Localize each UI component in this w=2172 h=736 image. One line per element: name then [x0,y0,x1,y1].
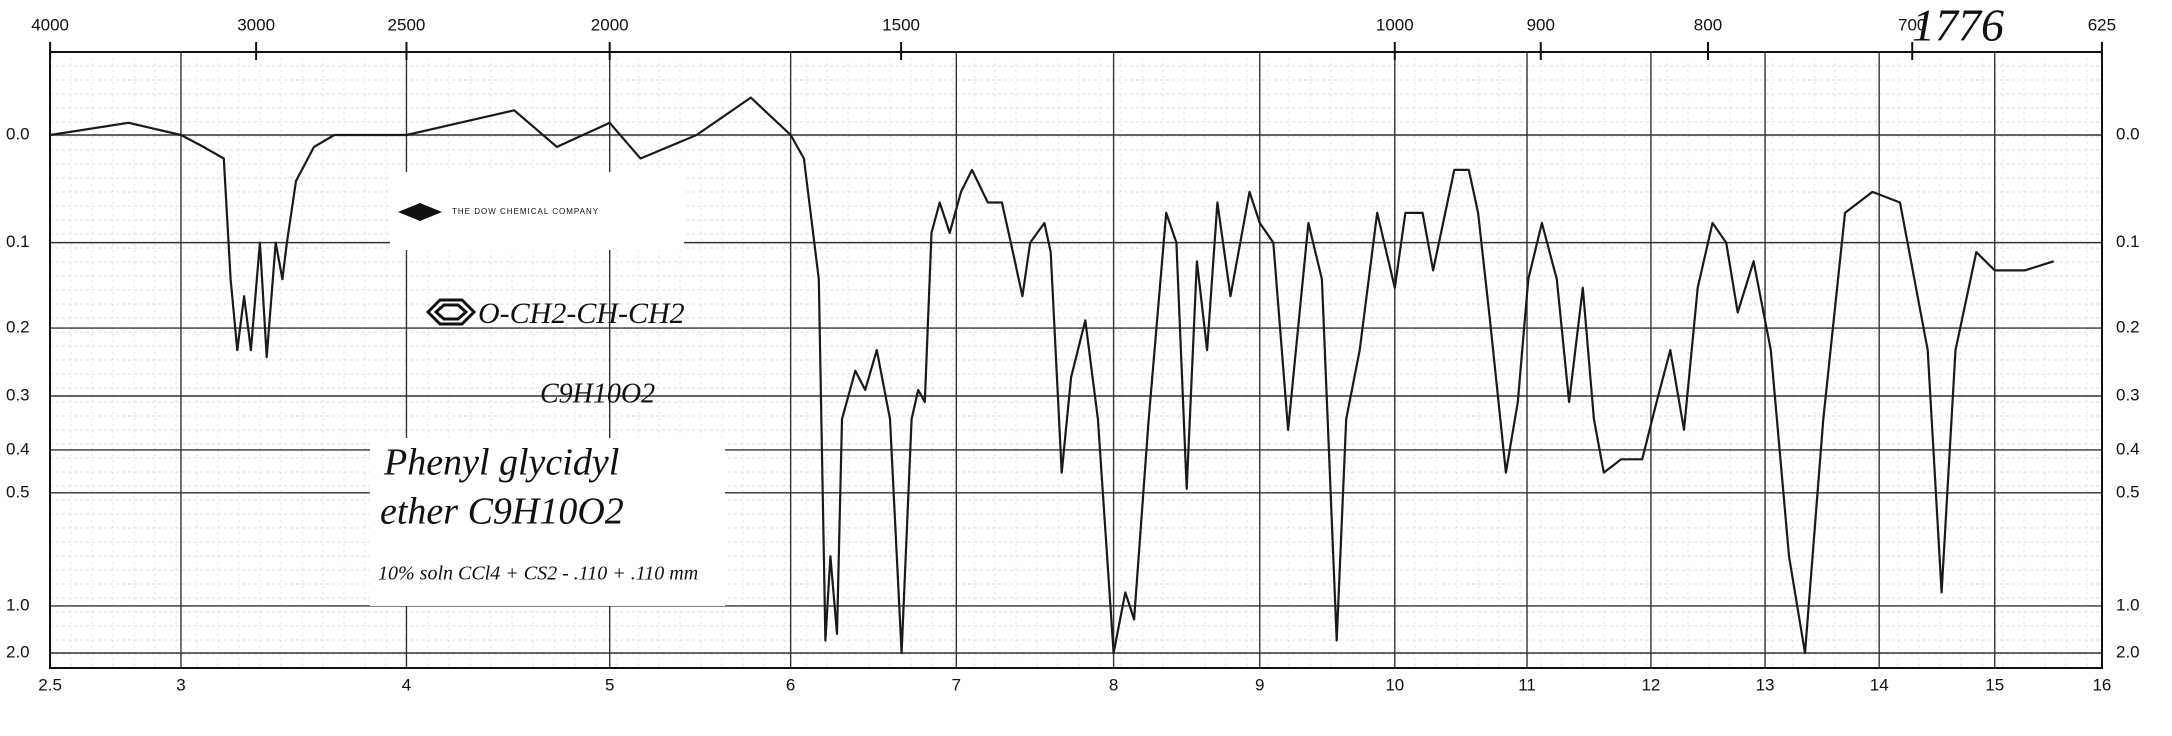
y-tick-label: 0.3 [6,385,30,404]
compound-name: ether C9H10O2 [380,491,624,533]
structure-formula: O-CH2-CH-CH2 [478,297,685,330]
x-tick-label: 9 [1255,675,1264,694]
benzene-ring [425,298,477,326]
formula-small: C9H10O2 [540,378,655,409]
y-tick-label: 2.0 [2116,642,2140,661]
y-tick-label: 1.0 [2116,595,2140,614]
y-tick-label: 2.0 [6,642,30,661]
y-tick-label: 0.2 [6,318,30,337]
y-tick-label: 0.2 [2116,318,2140,337]
x-tick-label: 2.5 [38,675,62,694]
marks [49,96,2055,655]
x-tick-label: 11 [1518,675,1536,694]
x2-tick-label: 2000 [591,15,629,34]
y-tick-label: 0.4 [6,439,30,458]
y-tick-label: 0.3 [2116,385,2140,404]
x-tick-label: 16 [2092,675,2111,694]
x-tick-label: 14 [1870,675,1889,694]
x-tick-label: 10 [1385,675,1404,694]
x-tick-label: 15 [1985,675,2004,694]
x-tick-label: 6 [786,675,795,694]
x2-tick-label: 800 [1694,15,1722,34]
y-tick-label: 1.0 [6,595,30,614]
x2-tick-label: 1500 [882,15,920,34]
spectrum-line [49,96,2055,655]
plot-frame [49,51,2103,669]
x2-tick-label: 700 [1898,15,1926,34]
x2-tick-label: 4000 [31,15,69,34]
compound-box [370,438,725,606]
x2-tick-label: 3000 [237,15,275,34]
x2-tick-label: 625 [2088,15,2116,34]
x-tick-label: 7 [952,675,961,694]
y-tick-label: 0.0 [6,124,30,143]
y-tick-label: 0.5 [6,482,30,501]
x-tick-label: 12 [1641,675,1660,694]
x2-tick-label: 1000 [1376,15,1414,34]
y-tick-label: 0.1 [6,232,30,251]
y-tick-label: 0.4 [2116,439,2140,458]
catalog-number: 1776 [1912,0,2004,51]
company-logo [398,203,442,221]
x-tick-label: 8 [1109,675,1118,694]
compound-name: Phenyl glycidyl [383,442,619,484]
company-name: THE DOW CHEMICAL COMPANY [452,207,599,216]
y-tick-label: 0.0 [2116,124,2140,143]
x2-tick-label: 900 [1527,15,1555,34]
sample-note: 10% soln CCl4 + CS2 - .110 + .110 mm [378,563,698,585]
x2-tick-label: 2500 [388,15,426,34]
y-tick-label: 0.5 [2116,482,2140,501]
x-tick-label: 4 [402,675,411,694]
x-tick-label: 13 [1756,675,1775,694]
x-tick-label: 3 [176,675,185,694]
x-tick-label: 5 [605,675,614,694]
y-tick-label: 0.1 [2116,232,2140,251]
